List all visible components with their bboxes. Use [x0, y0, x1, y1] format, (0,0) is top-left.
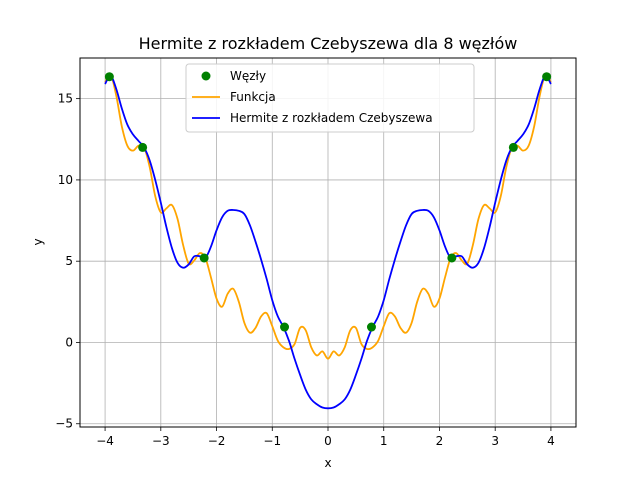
y-tick-label: 0 — [65, 335, 73, 349]
node-point — [542, 72, 552, 82]
x-tick-label: −3 — [152, 434, 170, 448]
series-line-1 — [104, 73, 552, 360]
node-point — [508, 142, 518, 152]
chart-title: Hermite z rozkładem Czebyszewa dla 8 węz… — [139, 34, 518, 53]
y-tick-label: 10 — [58, 173, 73, 187]
y-tick-label: 5 — [65, 254, 73, 268]
x-axis: −4 −3 −2 −1 0 1 2 3 4 — [96, 427, 555, 448]
x-tick-label: 2 — [436, 434, 444, 448]
legend-box — [185, 63, 475, 133]
node-point — [280, 322, 290, 332]
x-tick-label: −1 — [263, 434, 281, 448]
node-point — [366, 322, 376, 332]
legend-label-function: Funkcja — [230, 90, 276, 104]
y-axis: −5 0 5 10 15 — [55, 92, 80, 431]
y-tick-label: −5 — [55, 417, 73, 431]
x-tick-label: 4 — [547, 434, 555, 448]
x-tick-label: 3 — [491, 434, 499, 448]
node-point — [199, 253, 209, 263]
node-point — [138, 142, 148, 152]
x-tick-label: 0 — [324, 434, 332, 448]
y-tick-label: 15 — [58, 92, 73, 106]
node-point — [104, 72, 114, 82]
series-points — [104, 72, 552, 332]
x-tick-label: −4 — [96, 434, 114, 448]
x-tick-label: −2 — [208, 434, 226, 448]
y-axis-label: y — [31, 238, 45, 245]
node-point — [447, 253, 457, 263]
series-lines — [104, 73, 552, 410]
x-axis-label: x — [324, 456, 331, 470]
plot-area — [104, 72, 552, 410]
legend-label-nodes: Węzły — [230, 69, 266, 83]
series-line-2 — [104, 74, 552, 410]
legend-marker-nodes — [201, 71, 211, 81]
x-tick-label: 1 — [380, 434, 388, 448]
legend: Węzły Funkcja Hermite z rozkładem Czebys… — [185, 63, 475, 133]
legend-label-hermite: Hermite z rozkładem Czebyszewa — [230, 111, 433, 125]
